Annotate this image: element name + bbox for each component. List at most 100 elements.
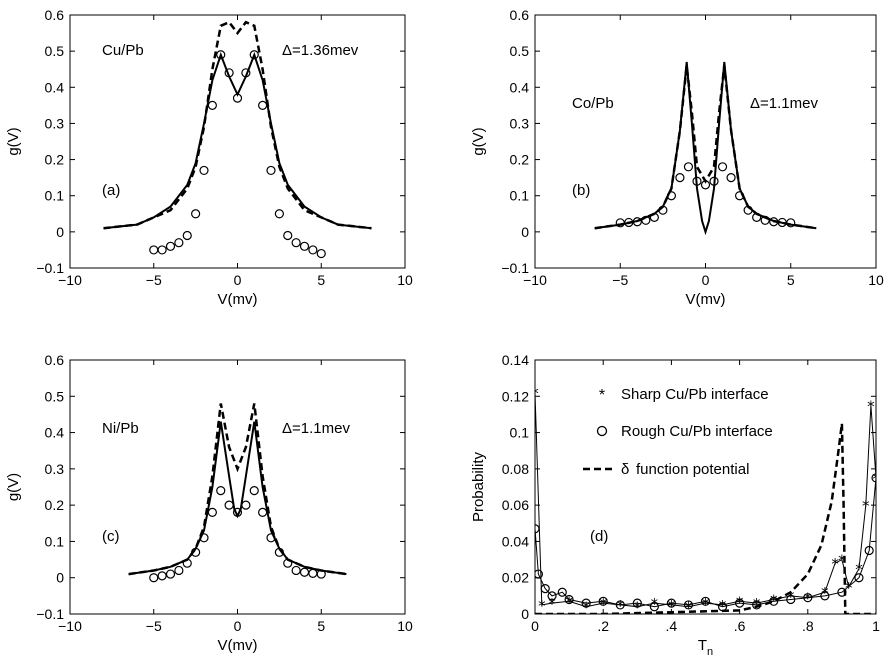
data-point-circle: [700, 180, 711, 190]
data-point-star: *: [599, 595, 607, 613]
data-point-star: *: [753, 595, 761, 613]
data-point-star: *: [702, 595, 710, 613]
y-tick-label: 0.1: [510, 188, 530, 204]
data-point-circle: [199, 165, 209, 176]
data-point-star: *: [668, 597, 676, 615]
data-point-circle: [854, 573, 864, 583]
data-point-circle: [864, 545, 874, 556]
data-point-star: *: [531, 385, 539, 403]
data-point-star: *: [872, 470, 880, 488]
data-point-circle: [752, 212, 762, 222]
data-point-circle: [283, 558, 293, 568]
data-point-circle: [291, 565, 301, 576]
x-tick-label: −5: [612, 272, 628, 288]
series-group: [128, 403, 347, 583]
data-point-circle: [241, 500, 251, 510]
data-point-star: *: [838, 552, 846, 570]
data-point-circle: [734, 598, 745, 608]
y-tick-label: 0.4: [45, 79, 65, 95]
chart-panel-3: −10 −5 0 5 10 −0.1 0 0.1 0.2 0.3 0.4 0.5 0.6 V(mv) g(V…: [5, 352, 413, 654]
y-tick-label: 0.02: [502, 570, 529, 586]
y-tick-label: 0.6: [45, 7, 65, 23]
data-point-circle: [149, 573, 159, 583]
legend-label: Sharp Cu/Pb interface: [621, 386, 769, 403]
data-point-circle: [149, 245, 159, 255]
panel-annotation: Δ=1.1mev: [750, 95, 818, 112]
plot-frame: [69, 359, 406, 615]
data-point-circle: [174, 238, 184, 248]
data-point-circle: [299, 567, 310, 577]
data-point-circle: [649, 602, 659, 612]
x-tick-label: 5: [787, 272, 795, 288]
y-axis-label: g(V): [5, 473, 22, 501]
data-point-circle: [224, 68, 234, 78]
x-tick-label: −5: [146, 618, 162, 634]
legend-label: function potential: [636, 461, 749, 478]
data-point-circle: [535, 524, 540, 534]
data-point-circle: [658, 205, 668, 215]
series-line-dashed: [103, 20, 372, 230]
series-group: ** * * * * * * * * * * * * * * * * ** ******: [531, 385, 880, 617]
data-point-circle: [535, 569, 544, 579]
data-point-circle: [316, 248, 326, 259]
y-tick-label: 0.08: [502, 461, 529, 477]
x-tick-label: 0: [234, 618, 242, 634]
data-point-circle: [786, 218, 796, 228]
y-tick-label: 0.06: [502, 497, 529, 513]
y-tick-label: 0.6: [510, 7, 530, 23]
data-point-circle: [581, 598, 591, 608]
data-point-circle: [692, 176, 702, 186]
data-point-star: *: [831, 555, 839, 573]
data-point-star: *: [651, 595, 659, 613]
data-point-star: *: [770, 591, 778, 609]
data-point-star: *: [634, 599, 642, 617]
data-point-circle: [157, 571, 167, 581]
y-tick-label: 0.3: [45, 461, 65, 477]
data-point-circle: [258, 100, 268, 110]
data-point-circle: [216, 50, 226, 60]
y-tick-label: 0.5: [510, 43, 530, 59]
x-axis-label: Tn: [698, 637, 713, 658]
data-point-circle: [157, 245, 167, 255]
data-point-circle: [709, 176, 719, 186]
panel-annotation: Co/Pb: [572, 95, 614, 112]
chart-panel-2: −10 −5 0 5 10 −0.1 0 0.1 0.2 0.3 0.4 0.5 0.6 V(mv) g(V…: [470, 7, 884, 308]
series-group: [103, 20, 372, 259]
data-point-star: *: [582, 599, 590, 617]
data-point-circle: [615, 600, 625, 610]
y-tick-label: −0.1: [36, 606, 64, 622]
data-point-circle: [174, 565, 184, 576]
panel-annotation: Δ=1.1mev: [282, 420, 350, 437]
panel-annotation: Δ=1.36mev: [282, 42, 359, 59]
data-point-star: *: [548, 595, 556, 613]
data-point-circle: [641, 215, 651, 225]
y-axis-label: g(V): [5, 127, 22, 155]
data-point-star: *: [719, 597, 727, 615]
data-point-circle: [683, 600, 694, 610]
data-point-circle: [249, 50, 259, 60]
data-point-circle: [258, 507, 268, 518]
x-axis-label: V(mv): [218, 637, 258, 654]
data-point-circle: [632, 217, 642, 227]
y-tick-label: 0.1: [510, 425, 530, 441]
data-point-circle: [820, 591, 830, 601]
x-tick-label: 10: [397, 272, 413, 288]
y-tick-label: 0.14: [502, 352, 529, 368]
series-line-solid: [128, 421, 347, 576]
data-point-star: *: [867, 397, 875, 415]
series-line-dashed: [594, 65, 817, 230]
x-tick-label: 10: [397, 618, 413, 634]
data-point-circle: [232, 507, 243, 518]
data-point-circle: [726, 173, 736, 183]
x-tick-label: 5: [317, 618, 325, 634]
panel-annotation: (a): [102, 182, 120, 199]
y-tick-label: 0.4: [45, 425, 65, 441]
y-tick-label: −0.1: [501, 260, 529, 276]
y-axis-label: Probability: [470, 451, 487, 522]
legend-circle-marker: [596, 425, 608, 437]
panel-annotation: (d): [590, 528, 608, 545]
data-point-circle: [308, 245, 318, 255]
data-point-circle: [547, 591, 557, 601]
data-point-circle: [199, 533, 209, 543]
